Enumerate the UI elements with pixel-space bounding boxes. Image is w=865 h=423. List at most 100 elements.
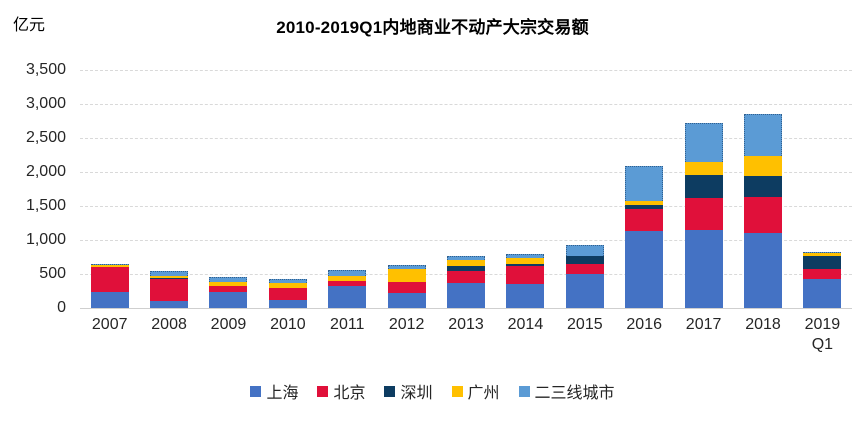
bar-segment-二三线城市 (387, 265, 426, 269)
bar-segment-广州 (684, 161, 723, 175)
bar-segment-深圳 (684, 174, 723, 199)
bar-segment-广州 (209, 281, 248, 287)
gridline (80, 70, 852, 71)
bar-segment-深圳 (446, 265, 485, 271)
bar-slot-2009 (199, 70, 258, 308)
legend-label: 上海 (266, 385, 299, 402)
bar-segment-二三线城市 (803, 252, 842, 254)
legend-item-深圳: 深圳 (384, 379, 433, 403)
bar-segment-二三线城市 (209, 277, 248, 282)
y-tick-label: 500 (39, 265, 66, 282)
bar-segment-二三线城市 (684, 123, 723, 162)
bar-segment-深圳 (803, 255, 842, 269)
x-tick-label: 2013 (448, 316, 484, 333)
stacked-bar (90, 263, 129, 308)
bar-segment-二三线城市 (446, 255, 485, 261)
y-tick-label: 1,500 (25, 197, 66, 214)
bar-segment-二三线城市 (743, 113, 782, 156)
bar-segment-深圳 (150, 278, 189, 280)
bar-segment-北京 (506, 265, 545, 285)
x-tick-label: 2012 (388, 316, 425, 333)
bar-segment-上海 (446, 282, 485, 308)
bar-segment-广州 (803, 253, 842, 256)
y-tick-label: 3,500 (25, 61, 66, 78)
bar-segment-广州 (387, 268, 426, 282)
stacked-bar (387, 265, 426, 308)
stacked-bar (150, 271, 189, 308)
bar-slot-2008 (139, 70, 198, 308)
bar-segment-广州 (268, 282, 307, 288)
stacked-bar (565, 245, 604, 308)
bar-segment-北京 (446, 270, 485, 283)
bar-segment-北京 (565, 263, 604, 274)
bar-segment-二三线城市 (506, 253, 545, 258)
legend-label: 北京 (333, 385, 366, 402)
bar-segment-北京 (328, 280, 367, 286)
bar-segment-二三线城市 (565, 245, 604, 257)
gridline (80, 240, 852, 241)
x-axis-line (80, 308, 852, 309)
bar-slot-2016 (614, 70, 673, 308)
x-tick-label: 2008 (151, 316, 187, 333)
bar-segment-北京 (268, 287, 307, 300)
x-tick-label: 2011 (330, 316, 365, 333)
bar-segment-北京 (90, 267, 129, 292)
bar-segment-上海 (90, 291, 129, 308)
bar-segment-北京 (150, 279, 189, 302)
bar-segment-广州 (446, 260, 485, 266)
bar-slot-2014 (496, 70, 555, 308)
stacked-bar (506, 253, 545, 308)
y-tick-label: 2,500 (25, 129, 66, 146)
bar-segment-广州 (625, 200, 664, 205)
bar-segment-深圳 (565, 256, 604, 264)
legend-swatch-icon (451, 385, 463, 397)
stacked-bar (803, 252, 842, 308)
legend-item-上海: 上海 (250, 379, 298, 403)
bar-segment-二三线城市 (328, 270, 367, 277)
bar-segment-北京 (625, 209, 664, 232)
bar-segment-上海 (684, 229, 723, 308)
bar-segment-北京 (743, 196, 782, 233)
chart-title: 2010-2019Q1内地商业不动产大宗交易额 (276, 18, 589, 37)
y-tick-label: 2,000 (25, 163, 66, 180)
legend-swatch-icon (518, 385, 530, 397)
x-tick-label: 2010 (270, 316, 306, 333)
stacked-bar (446, 255, 485, 308)
bar-slot-2007 (80, 70, 139, 308)
bar-slot-2013 (436, 70, 495, 308)
bar-slot-2019-Q1 (793, 70, 852, 308)
bar-segment-广州 (743, 155, 782, 176)
bar-slot-2018 (733, 70, 792, 308)
legend-swatch-icon (384, 385, 396, 397)
legend-swatch-icon (250, 385, 262, 397)
bar-segment-二三线城市 (90, 263, 129, 266)
y-tick-label: 0 (57, 299, 66, 316)
x-tick-label: 2009 (210, 316, 247, 333)
stacked-bar (209, 277, 248, 308)
legend-label: 深圳 (400, 385, 433, 402)
bar-slot-2012 (377, 70, 436, 308)
bar-segment-上海 (565, 274, 604, 308)
bar-segment-上海 (625, 231, 664, 308)
y-tick-label: 1,000 (25, 231, 66, 248)
stacked-bar (684, 123, 723, 308)
x-tick-label: 2018 (745, 316, 781, 333)
bar-segment-广州 (150, 276, 189, 279)
bar-segment-二三线城市 (150, 271, 189, 277)
bar-segment-北京 (387, 281, 426, 294)
bar-segment-上海 (328, 285, 367, 308)
bar-segment-深圳 (90, 266, 129, 268)
x-tick-label: 2015 (567, 316, 603, 333)
x-axis-tick-labels: 2007 2008 2009 2010 2011 2012 2013 2014 2015 2016… (80, 315, 852, 355)
legend-swatch-icon (317, 385, 329, 397)
bar-segment-北京 (803, 268, 842, 280)
y-axis-unit-label: 亿元 (13, 17, 46, 34)
x-tick-label: 2019 Q1 (804, 316, 841, 353)
bar-segment-上海 (209, 292, 248, 308)
bar-slot-2017 (674, 70, 733, 308)
gridline (80, 206, 852, 207)
plot-area (80, 70, 852, 309)
stacked-bar (268, 278, 307, 308)
bar-segment-二三线城市 (625, 166, 664, 201)
